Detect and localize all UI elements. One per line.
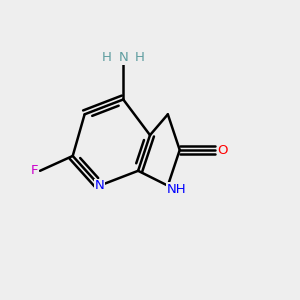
Text: O: O	[218, 143, 228, 157]
Text: H: H	[135, 51, 145, 64]
Text: NH: NH	[167, 183, 187, 196]
Text: N: N	[118, 51, 128, 64]
Text: F: F	[31, 164, 38, 177]
Text: H: H	[102, 51, 112, 64]
Text: N: N	[94, 179, 104, 192]
